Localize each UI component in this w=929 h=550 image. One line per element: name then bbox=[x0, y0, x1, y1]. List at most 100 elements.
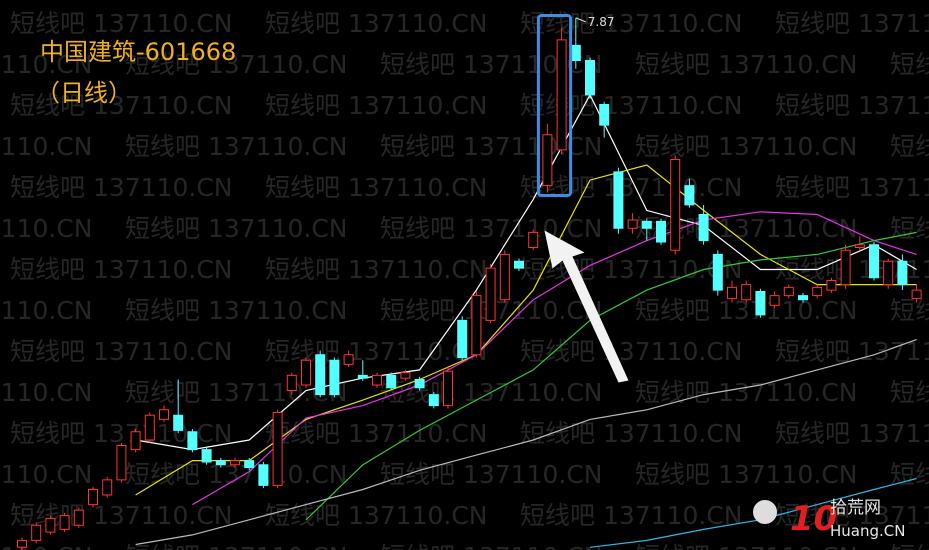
watermark: 短线吧 137110.CN bbox=[0, 214, 93, 243]
candle-body bbox=[656, 220, 666, 243]
watermark-layer: 短线吧 137110.CN 短线吧 137110.CN 短线吧 137110.CN 短… bbox=[0, 9, 929, 550]
candle-body bbox=[187, 431, 198, 451]
watermark: 短线吧 137110.CN bbox=[265, 501, 488, 530]
candle-body bbox=[514, 260, 524, 269]
candle-body bbox=[386, 374, 397, 389]
watermark: 短线吧 137110.CN bbox=[10, 337, 233, 366]
candle-body bbox=[741, 284, 752, 301]
candle-body bbox=[798, 295, 808, 301]
watermark: 短线吧 137110.CN bbox=[520, 9, 743, 38]
watermark: 短线吧 137110.CN bbox=[265, 255, 488, 284]
watermark: 短线吧 137110.CN bbox=[265, 337, 488, 366]
chart-subtitle: （日线） bbox=[36, 79, 132, 107]
watermark: 短线吧 137110.CN bbox=[10, 9, 233, 38]
candle-body bbox=[840, 249, 851, 286]
watermark: 短线吧 137110.CN bbox=[0, 50, 93, 79]
candle-body bbox=[812, 286, 823, 297]
candle-body bbox=[897, 260, 908, 286]
watermark: 短线吧 137110.CN bbox=[890, 296, 929, 325]
candle-body bbox=[59, 515, 70, 530]
watermark: 短线吧 137110.CN bbox=[10, 501, 233, 530]
logo-domain: Huang.CN bbox=[830, 522, 905, 540]
candle-body bbox=[400, 372, 411, 379]
candle-body bbox=[670, 159, 681, 251]
ma-line bbox=[305, 231, 917, 521]
candle-body bbox=[201, 449, 212, 463]
candle-body bbox=[641, 220, 652, 229]
watermark: 短线吧 137110.CN bbox=[125, 296, 348, 325]
watermark: 短线吧 137110.CN bbox=[10, 255, 233, 284]
wechat-icon bbox=[753, 500, 777, 524]
watermark: 短线吧 137110.CN bbox=[125, 132, 348, 161]
candle-body bbox=[31, 524, 42, 541]
candle-body bbox=[769, 295, 780, 306]
candle-body bbox=[911, 289, 922, 299]
candle-body bbox=[286, 374, 297, 391]
plot: 7.87 bbox=[17, 14, 922, 550]
watermark: 短线吧 137110.CN bbox=[890, 132, 929, 161]
watermark: 短线吧 137110.CN bbox=[380, 460, 603, 489]
watermark: 短线吧 137110.CN bbox=[520, 501, 743, 530]
annotation-leader bbox=[575, 17, 586, 23]
candle-body bbox=[627, 219, 638, 229]
watermark: 短线吧 137110.CN bbox=[520, 337, 743, 366]
watermark: 短线吧 137110.CN bbox=[125, 50, 348, 79]
watermark: 短线吧 137110.CN bbox=[890, 542, 929, 550]
watermark: 短线吧 137110.CN bbox=[0, 460, 93, 489]
candle-body bbox=[45, 517, 56, 533]
watermark: 短线吧 137110.CN bbox=[125, 542, 348, 550]
candle-body bbox=[73, 509, 84, 526]
highlight-box bbox=[536, 14, 573, 197]
candle-body bbox=[414, 379, 425, 389]
watermark: 短线吧 137110.CN bbox=[890, 378, 929, 407]
watermark: 短线吧 137110.CN bbox=[635, 132, 858, 161]
candle-body bbox=[528, 231, 539, 248]
candle-body bbox=[869, 244, 879, 279]
watermark: 短线吧 137110.CN bbox=[0, 542, 93, 550]
candle-body bbox=[854, 244, 865, 248]
logo: 10 拾荒网 Huang.CN bbox=[753, 498, 905, 540]
candle-body bbox=[684, 185, 695, 206]
candle-body bbox=[272, 412, 283, 486]
candle-body bbox=[698, 214, 709, 242]
ma-line bbox=[135, 164, 917, 496]
watermark: 短线吧 137110.CN bbox=[890, 214, 929, 243]
candle-body bbox=[613, 171, 624, 229]
candle-body bbox=[329, 359, 340, 396]
watermark: 短线吧 137110.CN bbox=[775, 501, 929, 530]
arrow bbox=[544, 230, 629, 383]
watermark: 短线吧 137110.CN bbox=[635, 542, 858, 550]
candle-body bbox=[499, 253, 510, 301]
candle-body bbox=[471, 295, 482, 356]
candle-body bbox=[244, 460, 255, 468]
watermark: 短线吧 137110.CN bbox=[380, 542, 603, 550]
candle-body bbox=[301, 359, 311, 386]
watermark: 短线吧 137110.CN bbox=[265, 419, 488, 448]
candle-body bbox=[783, 286, 794, 297]
candle-body bbox=[258, 464, 269, 486]
candle-body bbox=[130, 431, 141, 451]
ma-line bbox=[135, 93, 917, 451]
logo-number: 10 bbox=[790, 499, 837, 539]
watermark: 短线吧 137110.CN bbox=[265, 173, 488, 202]
candle-body bbox=[570, 44, 581, 61]
candle-body bbox=[755, 291, 766, 316]
chart-title: 中国建筑-601668 bbox=[40, 38, 236, 66]
ma-line bbox=[135, 339, 917, 546]
watermark: 短线吧 137110.CN bbox=[775, 337, 929, 366]
candle-body bbox=[727, 286, 737, 299]
candle-body bbox=[542, 134, 553, 187]
watermark: 短线吧 137110.CN bbox=[265, 91, 488, 120]
watermark: 短线吧 137110.CN bbox=[520, 91, 743, 120]
candle-body bbox=[17, 539, 27, 548]
candle-body bbox=[173, 414, 184, 431]
candle-body bbox=[230, 460, 240, 466]
watermark: 短线吧 137110.CN bbox=[635, 214, 858, 243]
candle-body bbox=[585, 60, 595, 96]
candle-body bbox=[343, 354, 354, 365]
watermark: 短线吧 137110.CN bbox=[890, 460, 929, 489]
candle-body bbox=[457, 319, 468, 358]
watermark: 短线吧 137110.CN bbox=[635, 50, 858, 79]
